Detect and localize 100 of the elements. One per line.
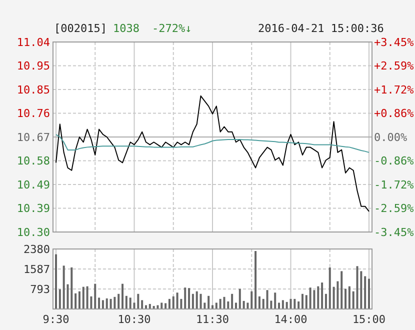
bar: [234, 302, 237, 309]
y2-tick-label: +0.86%: [374, 107, 414, 120]
y2-tick-label: +2.59%: [374, 60, 414, 73]
bar: [278, 302, 280, 309]
bar: [164, 303, 167, 309]
y-tick-label: 11.04: [16, 36, 50, 49]
bar: [274, 292, 276, 309]
y2-tick-label: -3.45%: [374, 226, 414, 239]
y-tick-label: 10.49: [16, 178, 50, 192]
y2-tick-label: 0.00%: [374, 130, 408, 144]
bar: [192, 294, 194, 309]
bar: [352, 291, 354, 309]
bar: [208, 296, 210, 309]
bar: [242, 300, 245, 309]
bar: [58, 289, 61, 309]
bar: [227, 301, 230, 309]
bar: [321, 282, 324, 309]
bar: [106, 298, 108, 309]
bar: [250, 291, 253, 309]
bar: [110, 298, 112, 309]
bar: [172, 296, 174, 309]
bar: [160, 302, 163, 309]
bar: [184, 288, 186, 309]
text: 1038: [113, 22, 140, 35]
bar: [305, 295, 308, 309]
bar: [301, 294, 304, 309]
bar: [309, 288, 312, 309]
bar: [298, 301, 300, 309]
bar: [188, 288, 190, 309]
bar: [348, 286, 350, 309]
bar: [294, 298, 296, 309]
y2-tick-label: +3.45%: [374, 36, 414, 49]
y2-tick-label: -1.72%: [374, 178, 414, 192]
bar: [212, 305, 214, 309]
bar: [328, 267, 331, 309]
bar: [215, 302, 218, 309]
x-tick-label: 15:00: [352, 313, 386, 326]
y-tick-label: 2380: [24, 242, 50, 256]
x-tick-label: 10:30: [118, 313, 151, 326]
line-series: [56, 95, 370, 212]
bar: [78, 291, 80, 309]
bar: [86, 286, 88, 309]
bar: [254, 251, 257, 309]
bar: [266, 290, 268, 309]
y2-tick-label: -2.59%: [374, 202, 414, 216]
bar: [344, 288, 347, 309]
y2-tick-label: -0.86%: [374, 154, 414, 168]
x-tick-label: 14:00: [274, 313, 308, 326]
bar: [290, 298, 292, 309]
bar: [200, 294, 202, 309]
bar: [82, 286, 84, 309]
bar: [168, 298, 170, 309]
bar: [336, 281, 339, 309]
bar: [176, 292, 178, 309]
bar: [324, 294, 327, 309]
bar: [137, 294, 140, 309]
bar: [196, 291, 198, 309]
y-tick-label: 10.95: [16, 60, 50, 73]
bar: [118, 294, 120, 309]
bar: [219, 298, 222, 309]
bar: [282, 300, 284, 309]
bar: [340, 271, 343, 309]
bar: [74, 293, 77, 309]
bar: [94, 284, 96, 309]
bar: [122, 284, 124, 309]
bar: [313, 290, 316, 309]
bar: [148, 304, 151, 309]
chart-title: [002015]: [54, 22, 107, 35]
bar: [114, 296, 116, 309]
y-tick-label: 10.76: [16, 107, 50, 120]
text: -272%↓: [152, 22, 192, 35]
y-tick-label: 10.67: [16, 130, 50, 144]
bar: [286, 302, 288, 309]
text: 2016-04-21 15:00:36: [258, 22, 384, 35]
bar: [364, 276, 366, 309]
bar: [223, 296, 226, 309]
bar: [55, 254, 57, 309]
y-tick-label: 10.30: [16, 226, 50, 239]
line-series: [56, 134, 370, 153]
bar: [258, 296, 260, 309]
y-tick-label: 10.85: [16, 83, 50, 96]
bar: [317, 286, 320, 309]
x-tick-label: 9:30: [42, 313, 70, 326]
bar: [246, 302, 249, 309]
bar: [125, 296, 128, 309]
bar: [156, 305, 159, 309]
y2-tick-label: +1.72%: [374, 83, 414, 96]
bar: [62, 266, 65, 309]
bar: [129, 298, 132, 309]
y-tick-label: 1587: [24, 262, 50, 276]
bar: [70, 267, 73, 309]
bar: [231, 294, 234, 309]
bar: [102, 300, 104, 309]
bar: [98, 298, 100, 309]
bar: [141, 300, 144, 309]
x-tick-label: 11:30: [196, 313, 230, 326]
bar: [238, 288, 241, 309]
y-tick-label: 793: [30, 282, 50, 296]
bar: [356, 266, 358, 309]
bar: [262, 298, 264, 309]
